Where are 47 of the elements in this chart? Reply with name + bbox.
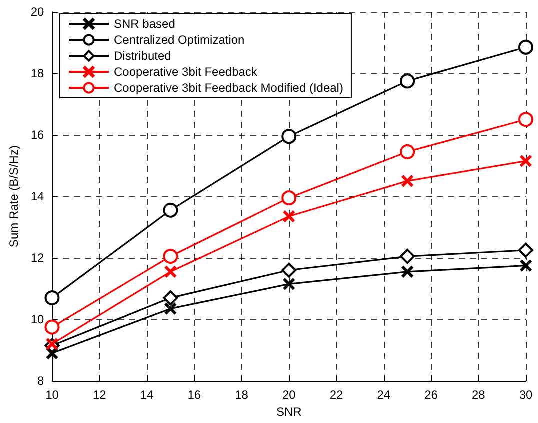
y-tick-label: 14 — [30, 190, 45, 204]
x-tick-label: 24 — [377, 388, 391, 402]
y-tick-label: 10 — [30, 312, 45, 327]
x-tick-label: 26 — [424, 388, 438, 402]
x-tick-label: 20 — [282, 388, 296, 402]
legend-label: Cooperative 3bit Feedback — [114, 65, 258, 79]
x-tick-label: 18 — [235, 388, 249, 402]
y-tick-label: 20 — [30, 5, 45, 19]
y-axis-title: Sum Rate (B/S/Hz) — [7, 146, 21, 248]
y-tick-label: 18 — [30, 66, 45, 81]
point — [44, 290, 60, 306]
point — [400, 249, 416, 264]
point — [283, 210, 295, 222]
point — [520, 260, 532, 272]
x-tick-label: 22 — [330, 388, 344, 402]
x-tick-label: 30 — [519, 388, 533, 402]
point — [163, 202, 178, 218]
x-tick-label: 16 — [188, 388, 202, 402]
point — [402, 175, 414, 187]
legend-label: Cooperative 3bit Feedback Modified (Ideal) — [114, 81, 344, 95]
point — [283, 278, 295, 290]
y-tick-label: 16 — [30, 128, 45, 142]
point — [164, 266, 176, 278]
point — [402, 266, 414, 278]
legend-label: Centralized Optimization — [114, 33, 245, 47]
point — [520, 155, 532, 167]
point — [163, 290, 178, 306]
point — [163, 249, 178, 264]
x-tick-label: 28 — [472, 388, 486, 402]
legend-label: Distributed — [114, 49, 172, 63]
x-tick-label: 10 — [46, 388, 60, 402]
point — [518, 40, 534, 55]
point — [400, 144, 416, 160]
point — [44, 320, 60, 335]
point — [164, 303, 176, 315]
point — [282, 129, 297, 144]
point — [282, 190, 297, 206]
x-axis-title: SNR — [276, 405, 302, 419]
legend-label: SNR based — [114, 17, 176, 31]
point — [282, 262, 297, 278]
point — [518, 242, 534, 258]
y-tick-label: 12 — [30, 251, 45, 266]
x-tick-label: 12 — [92, 388, 107, 402]
y-tick-label: 8 — [38, 374, 45, 388]
point — [400, 74, 416, 89]
x-tick-label: 14 — [140, 388, 154, 402]
point — [518, 112, 534, 128]
